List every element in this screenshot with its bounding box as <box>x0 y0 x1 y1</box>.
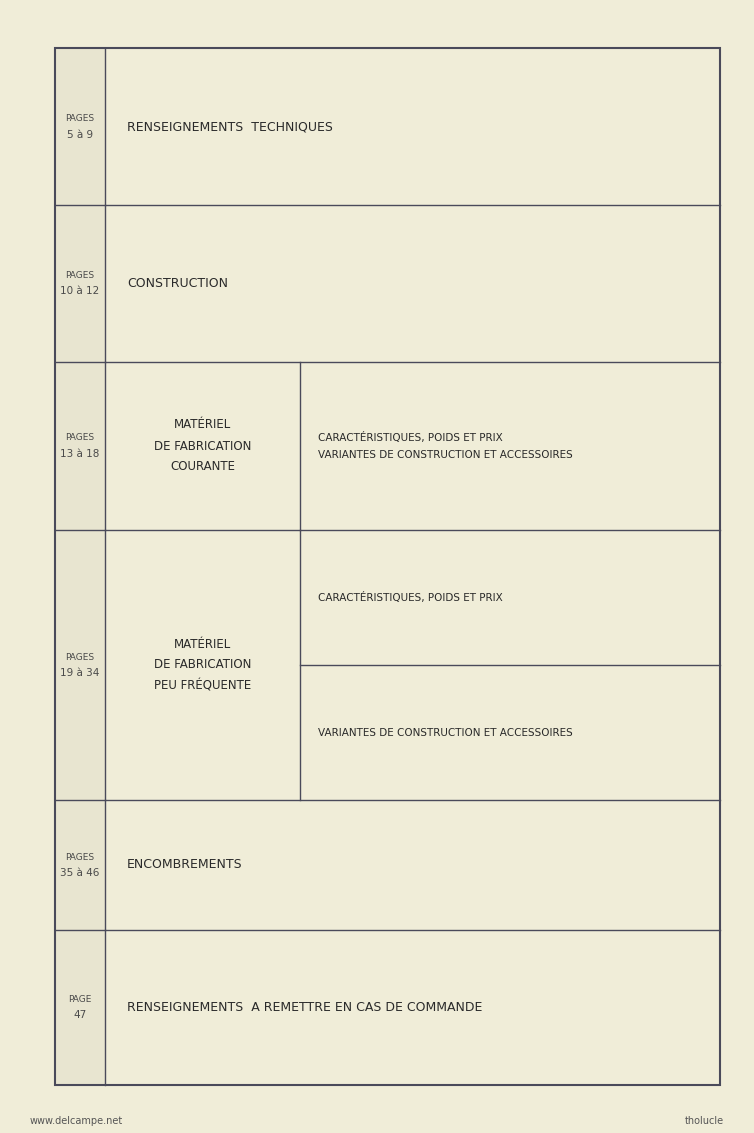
Text: www.delcampe.net: www.delcampe.net <box>30 1116 123 1126</box>
Text: CARACTÉRISTIQUES, POIDS ET PRIX: CARACTÉRISTIQUES, POIDS ET PRIX <box>318 593 503 603</box>
Text: ENCOMBREMENTS: ENCOMBREMENTS <box>127 859 243 871</box>
Text: PAGES: PAGES <box>66 852 94 861</box>
Text: RENSEIGNEMENTS  TECHNIQUES: RENSEIGNEMENTS TECHNIQUES <box>127 120 333 133</box>
Text: RENSEIGNEMENTS  A REMETTRE EN CAS DE COMMANDE: RENSEIGNEMENTS A REMETTRE EN CAS DE COMM… <box>127 1000 483 1014</box>
Text: PAGE: PAGE <box>69 995 92 1004</box>
Text: 5 à 9: 5 à 9 <box>67 129 93 139</box>
Text: MATÉRIEL
DE FABRICATION
PEU FRÉQUENTE: MATÉRIEL DE FABRICATION PEU FRÉQUENTE <box>154 638 251 692</box>
Text: PAGES: PAGES <box>66 653 94 662</box>
Bar <box>55 48 105 1085</box>
Text: MATÉRIEL
DE FABRICATION
COURANTE: MATÉRIEL DE FABRICATION COURANTE <box>154 418 251 474</box>
Text: PAGES: PAGES <box>66 114 94 123</box>
Bar <box>55 48 720 1085</box>
Text: 13 à 18: 13 à 18 <box>60 449 100 459</box>
Text: PAGES: PAGES <box>66 434 94 443</box>
Text: VARIANTES DE CONSTRUCTION ET ACCESSOIRES: VARIANTES DE CONSTRUCTION ET ACCESSOIRES <box>318 727 573 738</box>
Text: CONSTRUCTION: CONSTRUCTION <box>127 276 228 290</box>
Text: CARACTÉRISTIQUES, POIDS ET PRIX
VARIANTES DE CONSTRUCTION ET ACCESSOIRES: CARACTÉRISTIQUES, POIDS ET PRIX VARIANTE… <box>318 433 573 460</box>
Text: 10 à 12: 10 à 12 <box>60 287 100 297</box>
Text: 35 à 46: 35 à 46 <box>60 868 100 878</box>
Text: tholucle: tholucle <box>685 1116 724 1126</box>
Text: 19 à 34: 19 à 34 <box>60 668 100 678</box>
Text: 47: 47 <box>73 1011 87 1021</box>
Text: PAGES: PAGES <box>66 271 94 280</box>
